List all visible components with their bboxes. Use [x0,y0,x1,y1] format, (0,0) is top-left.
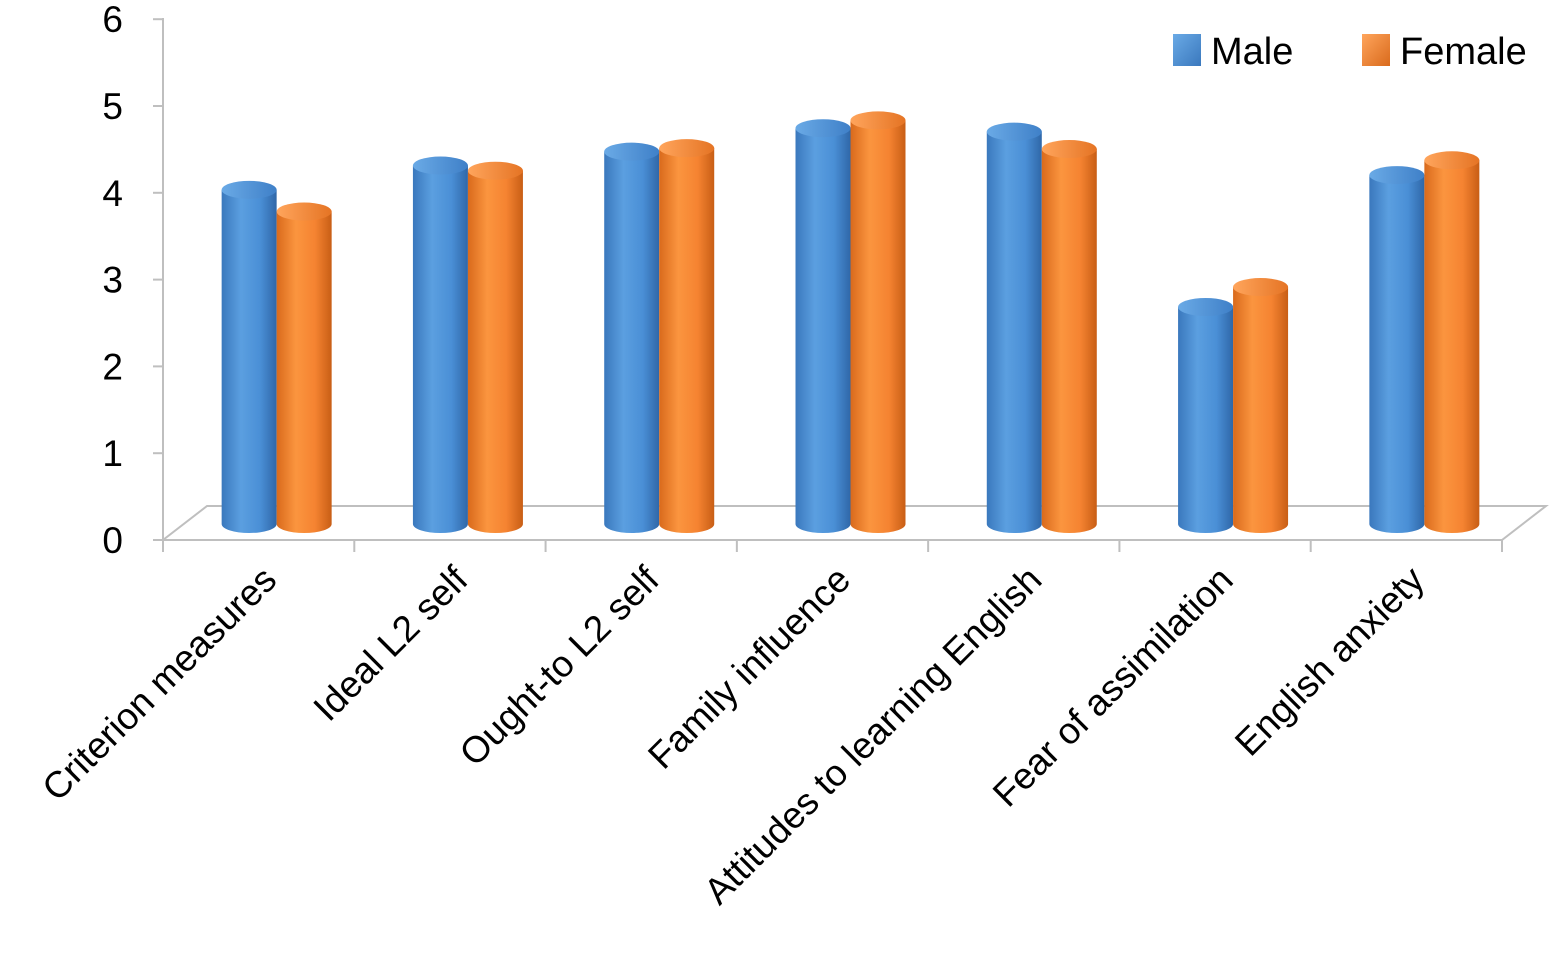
bar-male [986,122,1042,533]
y-tick-label: 3 [102,260,123,301]
y-tick-label: 1 [102,433,123,474]
bar-male [604,142,660,534]
y-tick-label: 2 [102,346,123,387]
x-category-label: Criterion measures [34,559,284,809]
y-tick-label: 5 [102,86,123,127]
legend-swatch-female [1362,34,1390,66]
legend-label-female: Female [1400,31,1527,73]
legend: Male Female [1173,31,1527,73]
x-category-label: Attitudes to learning English [696,559,1049,912]
x-category-label: English anxiety [1227,558,1432,763]
bar-female [1233,278,1289,533]
x-category-label: Family influence [640,559,858,777]
x-axis-category-labels: Criterion measures Ideal L2 selfOught-to … [34,558,1432,912]
bar-female [1041,140,1097,534]
bar-female [1424,151,1480,534]
y-tick-label: 0 [102,520,123,561]
bar-male [795,119,851,533]
bar-female [276,202,332,533]
y-axis-ticks [153,18,163,541]
legend-swatch-male [1173,34,1201,66]
bar-female [850,111,906,533]
bar-female [659,139,715,533]
bar-male [1369,166,1425,533]
x-axis-ticks [162,540,1503,552]
x-category-label: Ideal L2 self [306,558,477,729]
x-category-label: Ought-to L2 self [452,558,668,774]
y-tick-label: 4 [102,173,123,214]
y-axis-tick-labels: 0 1 2 3 4 5 6 [102,0,123,561]
legend-label-male: Male [1211,31,1293,73]
bar-male [221,180,277,533]
bar-male [412,156,468,534]
bar-series [221,111,1480,534]
bar-female [467,161,523,533]
y-tick-label: 6 [102,0,123,40]
bar-male [1178,298,1234,533]
